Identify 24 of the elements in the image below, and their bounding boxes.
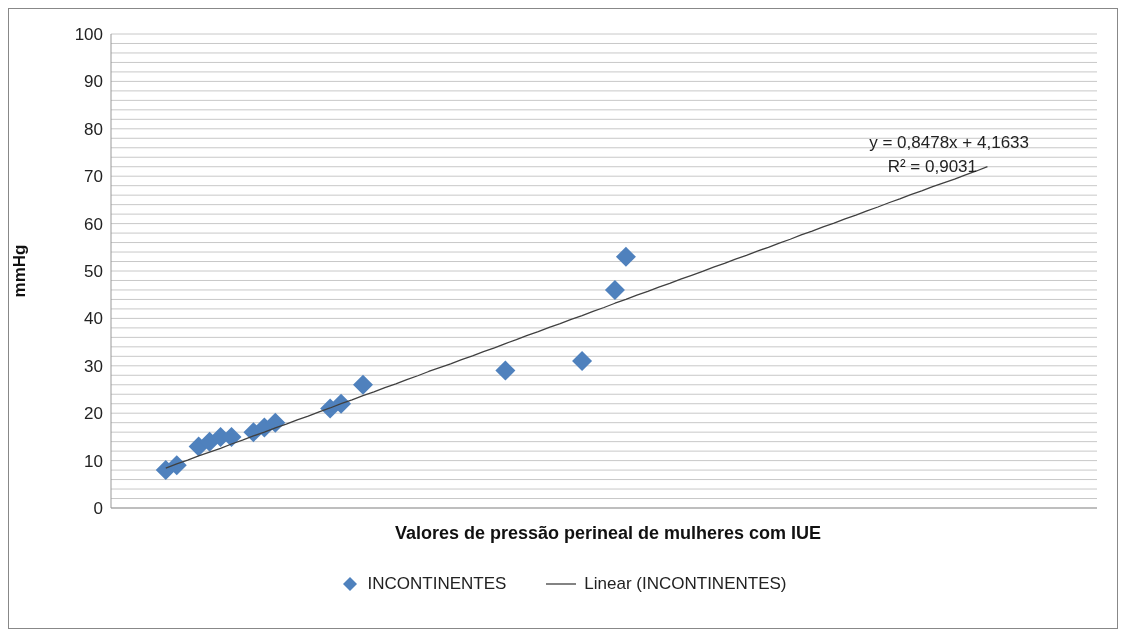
y-tick-label: 50	[84, 262, 103, 282]
point	[604, 279, 625, 300]
y-tick-label: 90	[84, 72, 103, 92]
y-tick-label: 20	[84, 404, 103, 424]
x-axis-title: Valores de pressão perineal de mulheres com IUE	[393, 523, 823, 544]
y-tick-label: 40	[84, 309, 103, 329]
y-tick-label: 60	[84, 214, 103, 234]
y-tick-label: 30	[84, 356, 103, 376]
point	[265, 412, 286, 433]
annotation: R² = 0,9031	[886, 156, 978, 178]
point	[352, 374, 373, 395]
y-tick-label: 10	[84, 451, 103, 471]
point	[495, 360, 516, 381]
y-tick-label: 80	[84, 119, 103, 139]
point	[572, 351, 593, 372]
y-tick-label: 70	[84, 167, 103, 187]
y-tick-label: 100	[74, 25, 103, 45]
y-tick-label: 0	[93, 499, 103, 519]
annotation: y = 0,8478x + 4,1633	[868, 132, 1029, 154]
legend-label: Linear (INCONTINENTES)	[584, 574, 787, 594]
y-axis-title: mmHg	[10, 244, 30, 298]
point	[166, 455, 187, 476]
legend-label: INCONTINENTES	[367, 574, 507, 594]
point	[615, 246, 636, 267]
